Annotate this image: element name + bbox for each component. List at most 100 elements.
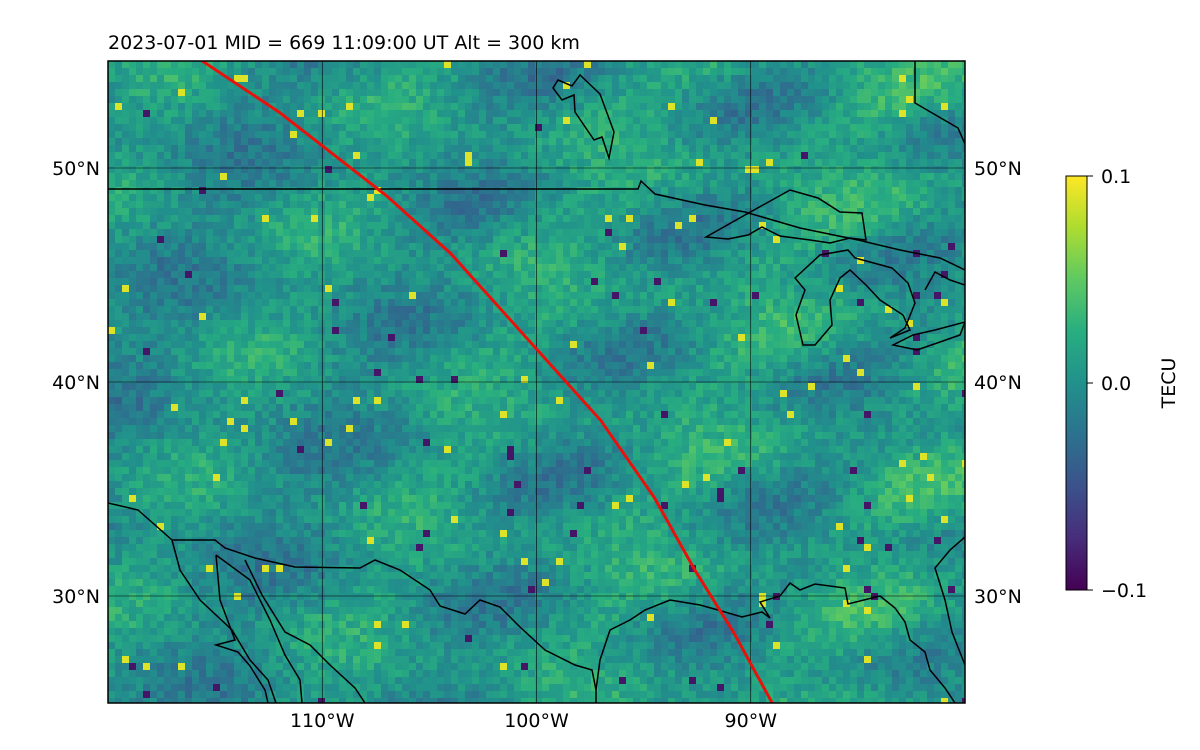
tec-cell	[276, 61, 284, 69]
tec-cell	[745, 166, 753, 174]
tec-cell	[675, 306, 683, 314]
tec-cell	[724, 208, 732, 216]
tec-cell	[605, 208, 613, 216]
tec-cell	[409, 124, 417, 132]
tec-cell	[563, 117, 571, 125]
tec-cell	[584, 159, 592, 167]
tec-cell	[563, 236, 571, 244]
tec-cell	[297, 173, 305, 181]
tec-cell	[710, 138, 718, 146]
tec-cell	[696, 117, 704, 125]
tec-cell	[423, 124, 431, 132]
tec-cell	[584, 222, 592, 230]
tec-cell	[878, 131, 886, 139]
tec-cell	[906, 236, 914, 244]
tec-cell	[591, 236, 599, 244]
tec-cell	[577, 138, 585, 146]
tec-cell	[241, 103, 249, 111]
tec-cell	[367, 215, 375, 223]
tec-cell	[409, 201, 417, 209]
tec-cell	[262, 61, 270, 69]
tec-cell	[423, 103, 431, 111]
tec-cell	[934, 201, 942, 209]
tec-cell	[157, 215, 165, 223]
tec-cell	[171, 180, 179, 188]
tec-cell	[304, 61, 312, 69]
tec-cell	[913, 138, 921, 146]
tec-cell	[836, 75, 844, 83]
tec-cell	[696, 264, 704, 272]
tec-cell	[731, 264, 739, 272]
tec-cell	[941, 68, 949, 76]
tec-cell	[787, 229, 795, 237]
tec-cell	[220, 194, 228, 202]
tec-cell	[157, 285, 165, 293]
tec-cell	[836, 61, 844, 69]
tec-cell	[479, 222, 487, 230]
tec-cell	[108, 145, 116, 153]
tec-cell	[843, 138, 851, 146]
tec-cell	[871, 292, 879, 300]
tec-cell	[766, 187, 774, 195]
tec-cell	[626, 187, 634, 195]
tec-cell	[577, 327, 585, 335]
tec-cell	[948, 75, 956, 83]
tec-cell	[220, 68, 228, 76]
tec-cell	[507, 124, 515, 132]
tec-cell	[528, 327, 536, 335]
tec-cell	[178, 320, 186, 328]
tec-cell	[549, 341, 557, 349]
tec-cell	[395, 173, 403, 181]
tec-cell	[269, 208, 277, 216]
tec-cell	[822, 306, 830, 314]
tec-cell	[150, 194, 158, 202]
tec-cell	[332, 159, 340, 167]
tec-cell	[815, 334, 823, 342]
tec-cell	[199, 89, 207, 97]
tec-cell	[402, 215, 410, 223]
tec-cell	[934, 117, 942, 125]
tec-cell	[465, 229, 473, 237]
tec-cell	[206, 82, 214, 90]
tec-cell	[416, 320, 424, 328]
tec-cell	[444, 138, 452, 146]
tec-cell	[892, 201, 900, 209]
tec-cell	[549, 278, 557, 286]
tec-cell	[521, 215, 529, 223]
tec-cell	[717, 96, 725, 104]
tec-cell	[143, 327, 151, 335]
tec-cell	[668, 278, 676, 286]
tec-cell	[661, 110, 669, 118]
tec-cell	[955, 124, 963, 132]
tec-cell	[556, 285, 564, 293]
tec-cell	[605, 271, 613, 279]
tec-cell	[472, 201, 480, 209]
tec-cell	[822, 243, 830, 251]
tec-cell	[178, 243, 186, 251]
tec-cell	[913, 285, 921, 293]
tec-cell	[619, 187, 627, 195]
tec-cell	[822, 236, 830, 244]
tec-cell	[297, 236, 305, 244]
tec-cell	[339, 103, 347, 111]
tec-cell	[528, 271, 536, 279]
tec-cell	[871, 187, 879, 195]
tec-cell	[486, 145, 494, 153]
tec-cell	[836, 327, 844, 335]
tec-cell	[668, 173, 676, 181]
tec-cell	[752, 334, 760, 342]
tec-cell	[290, 89, 298, 97]
tec-cell	[703, 327, 711, 335]
tec-cell	[248, 82, 256, 90]
tec-cell	[731, 103, 739, 111]
tec-cell	[605, 194, 613, 202]
tec-cell	[262, 327, 270, 335]
tec-cell	[451, 264, 459, 272]
tec-cell	[115, 159, 123, 167]
tec-cell	[318, 145, 326, 153]
tec-cell	[759, 187, 767, 195]
tec-cell	[962, 166, 965, 174]
tec-cell	[549, 257, 557, 265]
tec-cell	[122, 75, 130, 83]
tec-cell	[773, 236, 781, 244]
